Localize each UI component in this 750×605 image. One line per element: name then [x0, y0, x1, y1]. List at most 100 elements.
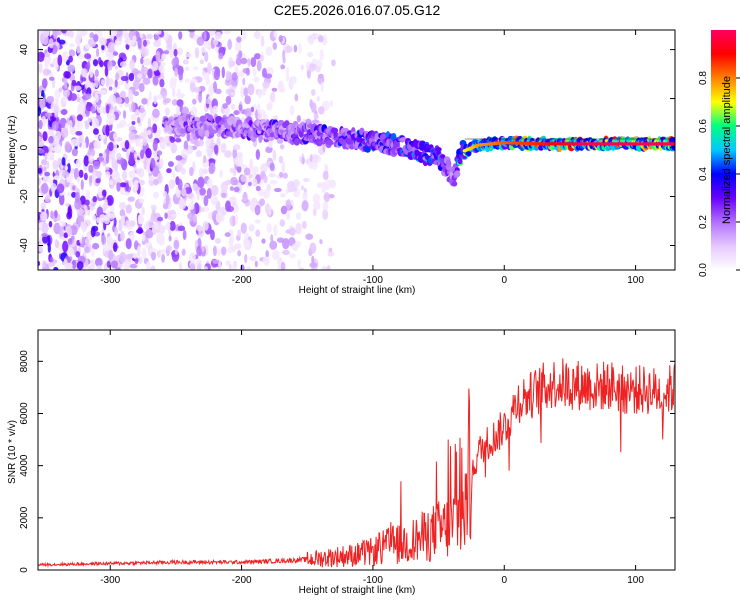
heatmap-cell: [116, 152, 122, 161]
heatmap-cell: [236, 70, 245, 78]
heatmap-cell: [61, 156, 66, 166]
snr-y-ticks: 0 2000 4000 6000 8000: [19, 350, 675, 573]
heatmap-cell: [50, 210, 54, 220]
heatmap-cell: [65, 30, 74, 38]
heatmap-cell: [105, 153, 110, 163]
heatmap-cell: [168, 116, 175, 122]
heatmap-cell: [254, 219, 261, 224]
heatmap-cell: [145, 261, 151, 270]
heatmap-cell: [242, 30, 247, 40]
heatmap-cell: [194, 47, 200, 59]
heatmap-cell: [99, 134, 106, 141]
heatmap-cell: [180, 167, 186, 175]
heatmap-cell: [52, 160, 59, 170]
heatmap-cell: [127, 89, 133, 99]
heatmap-cell: [220, 181, 228, 192]
heatmap-cell: [243, 167, 251, 176]
heatmap-cell: [192, 66, 199, 71]
heatmap-cell: [211, 184, 219, 196]
heatmap-cell: [139, 149, 145, 160]
heatmap-cell: [196, 189, 200, 201]
heatmap-cell: [266, 103, 272, 111]
heatmap-cell: [273, 187, 282, 193]
heatmap-cell: [269, 91, 276, 103]
heatmap-cell: [264, 203, 270, 215]
heatmap-cell: [141, 97, 148, 105]
snr-y-tick-label: 0: [19, 567, 30, 573]
heatmap-cell: [153, 178, 159, 186]
heatmap-cell: [174, 67, 179, 77]
heatmap-cell: [63, 232, 69, 239]
figure-title: C2E5.2026.016.07.05.G12: [274, 2, 441, 18]
heatmap-cell: [301, 156, 305, 165]
heatmap-cell: [38, 261, 41, 267]
heatmap-cell: [310, 153, 319, 164]
heatmap-cell: [188, 30, 196, 33]
heatmap-cell: [75, 250, 81, 258]
heatmap-cell: [213, 68, 221, 81]
heatmap-cell: [197, 264, 202, 270]
snr-x-label: Height of straight line (km): [299, 585, 416, 596]
heatmap-cell: [152, 123, 158, 134]
heatmap-cell: [68, 119, 73, 129]
heatmap-cell: [49, 180, 54, 185]
heatmap-cell: [139, 107, 145, 113]
heatmap-cell: [115, 72, 120, 81]
heatmap-cell: [107, 41, 115, 52]
heatmap-cell: [135, 229, 144, 234]
heatmap-cell: [103, 243, 110, 251]
heatmap-cell: [101, 234, 107, 246]
heatmap-cell: [270, 234, 274, 243]
heatmap-cell: [227, 38, 233, 50]
heatmap-cell: [142, 137, 148, 146]
heatmap-cell: [129, 59, 135, 71]
heatmap-cell: [138, 82, 145, 93]
heatmap-cell: [92, 59, 99, 67]
heatmap-cell: [253, 76, 260, 83]
heatmap-cell: [68, 43, 75, 48]
heatmap-cell: [39, 97, 46, 110]
heatmap-cell: [316, 96, 320, 102]
heatmap-cell: [64, 77, 68, 90]
heatmap-cell: [84, 199, 90, 207]
heatmap-cell: [254, 260, 258, 268]
heatmap-cell: [75, 35, 81, 46]
heatmap-cell: [259, 198, 266, 206]
heatmap-cell: [282, 56, 286, 64]
heatmap-cell: [68, 49, 76, 57]
heatmap-cell: [132, 35, 137, 43]
heatmap-cell: [152, 75, 159, 86]
heatmap-cell: [147, 117, 151, 128]
heatmap-cell: [263, 175, 268, 184]
heatmap-cell: [232, 144, 241, 151]
heatmap-cell: [119, 182, 127, 188]
heatmap-cell: [38, 51, 45, 63]
heatmap-cell: [131, 120, 136, 125]
heatmap-cell: [153, 39, 161, 48]
heatmap-cell: [41, 260, 47, 268]
heatmap-cell: [83, 172, 88, 181]
heatmap-cell: [89, 200, 96, 212]
heatmap-cell: [134, 258, 139, 264]
heatmap-cell: [98, 155, 104, 163]
heatmap-cell: [119, 201, 127, 210]
heatmap-cell: [177, 88, 181, 100]
snr-series-line: [38, 358, 675, 568]
heatmap-cell: [168, 179, 176, 189]
heatmap-cell: [41, 78, 48, 89]
heatmap-cell: [73, 85, 82, 91]
heatmap-cell: [141, 235, 146, 242]
heatmap-cell: [130, 146, 135, 153]
heatmap-cell: [201, 69, 206, 76]
heatmap-cell: [307, 34, 315, 44]
heatmap-cell: [116, 123, 124, 129]
heatmap-cell: [94, 257, 103, 267]
heatmap-cell: [265, 250, 269, 258]
heatmap-cell: [147, 68, 153, 79]
heatmap-cell: [128, 179, 134, 188]
heatmap-cell: [238, 104, 243, 112]
heatmap-cell: [71, 191, 77, 198]
heatmap-cell: [77, 103, 85, 112]
heatmap-cell: [152, 139, 158, 152]
heatmap-cell: [150, 157, 156, 169]
